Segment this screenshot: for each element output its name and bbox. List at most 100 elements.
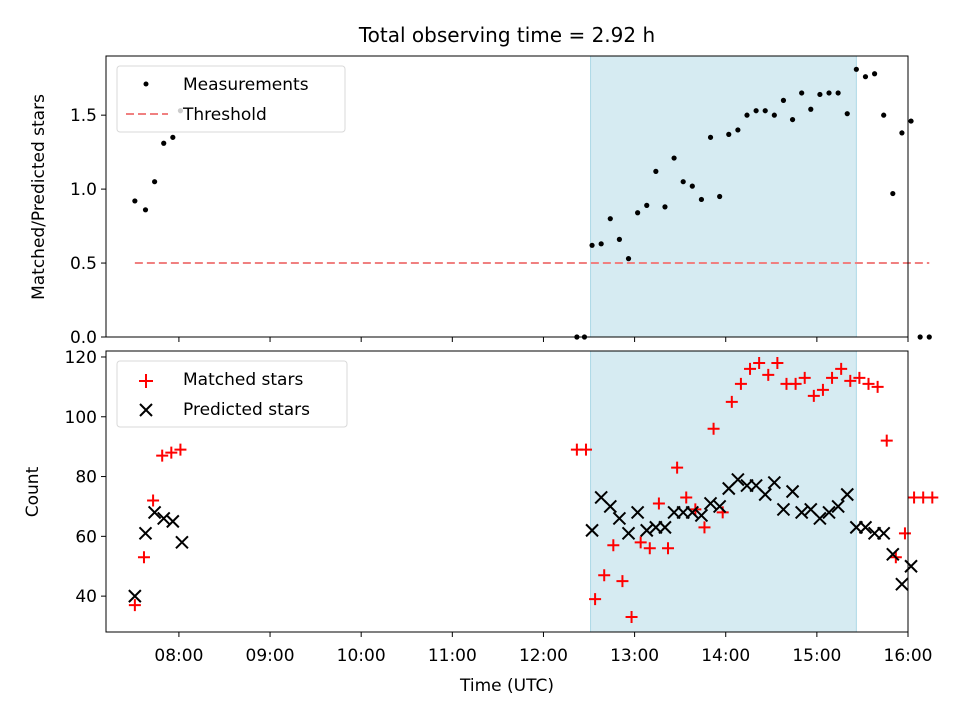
measurement-point (653, 168, 659, 174)
count-plot-frame (105, 350, 909, 633)
legend-threshold-label: Threshold (182, 105, 267, 125)
y-tick-label: 1.0 (70, 180, 97, 200)
matched-point (680, 491, 693, 504)
measurement-point (598, 241, 604, 247)
measurement-point (671, 155, 677, 161)
measurement-point (132, 198, 138, 204)
predicted-point (640, 523, 654, 538)
measurement-point (871, 71, 878, 77)
measurement-point (762, 108, 768, 114)
measurement-point (853, 66, 859, 72)
count-legend-box (116, 360, 348, 428)
predicted-point (731, 472, 745, 487)
predicted-point (658, 520, 672, 535)
x-axis-label: Time (UTC) (459, 676, 554, 696)
predicted-point (694, 508, 709, 523)
matched-point (862, 377, 875, 390)
measurement-point (753, 108, 759, 114)
measurement-point (717, 193, 723, 200)
figure-title: Total observing time = 2.92 h (358, 23, 655, 47)
predicted-point (886, 547, 900, 561)
predicted-point (612, 511, 627, 526)
predicted-point (794, 505, 809, 520)
x-tick-label: 15:00 (792, 646, 841, 666)
predicted-point (758, 487, 772, 502)
ratio-highlight-window (590, 55, 857, 338)
matched-point (789, 377, 802, 390)
count-highlight-window (590, 350, 857, 633)
predicted-point (822, 505, 836, 520)
matched-point (174, 443, 187, 456)
predicted-point (166, 514, 180, 529)
matched-point (734, 377, 747, 390)
measurement-point (808, 106, 814, 112)
measurement-point (735, 127, 741, 133)
measurement-point (789, 116, 796, 123)
x-tick-label: 13:00 (610, 646, 659, 666)
matched-point (634, 536, 647, 549)
predicted-point (785, 484, 800, 499)
matched-point (835, 362, 848, 375)
measurement-point (607, 216, 613, 222)
measurement-point (161, 140, 167, 146)
predicted-point (904, 559, 918, 573)
measurement-point (142, 207, 149, 213)
predicted-point (776, 502, 791, 517)
predicted-point (895, 577, 909, 591)
measurement-point (726, 131, 732, 137)
predicted-point (138, 526, 153, 541)
matched-point (589, 593, 602, 606)
matched-point (725, 395, 738, 408)
measurement-point (635, 210, 641, 216)
x-tick-label: 12:00 (519, 646, 568, 666)
matched-point (771, 356, 784, 369)
x-tick-label: 08:00 (154, 646, 203, 666)
ratio-legend-box (116, 65, 346, 133)
predicted-point (630, 505, 645, 520)
predicted-point (876, 526, 891, 541)
predicted-point (147, 505, 162, 520)
matched-point (156, 449, 169, 462)
measurement-point (899, 130, 905, 136)
matched-point (753, 356, 766, 369)
predicted-point (175, 535, 189, 550)
matched-point (744, 362, 757, 375)
y-tick-label: 60 (75, 527, 97, 547)
matched-point (853, 371, 866, 384)
ratio-y-axis-label: Matched/Predicted stars (29, 94, 49, 300)
measurement-point (680, 179, 686, 185)
predicted-point (831, 499, 845, 514)
matched-point (137, 551, 150, 564)
y-tick-label: 1.5 (70, 106, 97, 126)
matched-point (698, 521, 711, 534)
predicted-point (813, 511, 827, 526)
measurement-point (926, 334, 932, 340)
measurement-point (616, 236, 623, 242)
measurement-point (625, 256, 632, 262)
x-tick-label: 14:00 (701, 646, 750, 666)
matched-point (598, 569, 611, 582)
legend-predicted-marker (139, 403, 153, 417)
measurement-point (152, 179, 158, 185)
measurement-point (844, 111, 850, 117)
matched-point (826, 371, 839, 384)
predicted-point (840, 487, 854, 502)
measurement-point (707, 134, 714, 140)
measurement-point (890, 190, 896, 197)
measurement-point (744, 112, 750, 118)
count-y-axis-label: Count (23, 466, 43, 517)
matched-point (616, 575, 629, 588)
matched-point (607, 539, 620, 552)
predicted-point (767, 475, 782, 490)
legend-measurements-marker (143, 81, 149, 87)
matched-point (816, 383, 829, 396)
matched-point (926, 491, 939, 504)
measurement-point (689, 183, 695, 189)
matched-point (898, 527, 911, 540)
measurement-point (780, 97, 787, 103)
x-tick-label: 09:00 (246, 646, 295, 666)
legend-measurements-label: Measurements (183, 75, 309, 95)
predicted-point (621, 526, 636, 541)
predicted-point (685, 505, 700, 520)
